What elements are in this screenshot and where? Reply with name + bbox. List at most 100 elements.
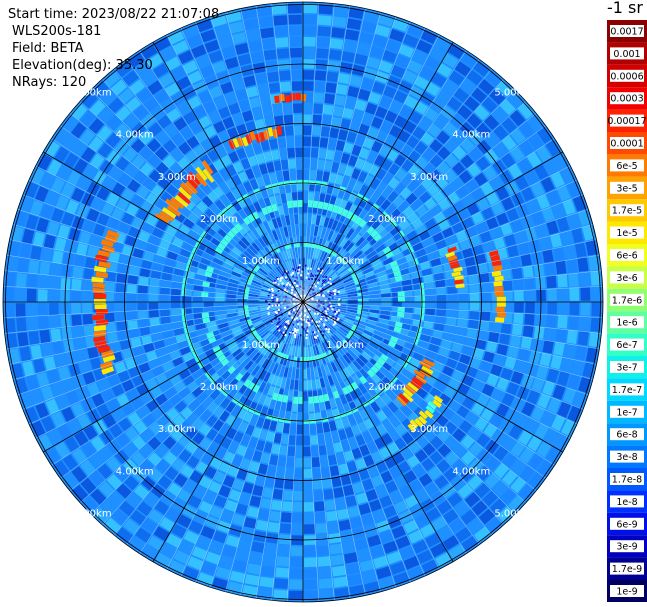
ppi-cell: [257, 270, 267, 278]
ppi-cell: [501, 135, 517, 151]
ppi-cell: [273, 433, 283, 444]
ppi-cell: [147, 80, 163, 96]
ppi-cell: [246, 506, 260, 518]
ppi-cell: [268, 172, 277, 184]
ppi-cell: [577, 331, 589, 346]
ppi-cell: [344, 165, 354, 177]
ppi-cell: [371, 81, 386, 94]
ppi-cell: [329, 543, 343, 555]
ppi-cell: [543, 158, 559, 175]
ppi-cell: [105, 132, 121, 149]
ppi-cell: [52, 127, 69, 145]
ppi-cell: [210, 262, 222, 270]
ppi-cell: [40, 172, 55, 189]
ppi-cell: [309, 180, 316, 185]
ppi-cell: [389, 100, 403, 114]
ppi-cell: [298, 336, 302, 346]
ppi-cell: [536, 365, 549, 380]
ppi-cell: [448, 544, 466, 560]
ppi-cell: [199, 65, 215, 79]
ppi-cell: [285, 333, 291, 343]
ppi-cell: [443, 205, 456, 218]
ppi-cell: [405, 342, 417, 351]
ppi-cell: [355, 434, 366, 446]
ppi-cell: [484, 473, 500, 489]
ppi-cell: [182, 111, 197, 125]
ppi-cell: [354, 538, 369, 551]
ppi-cell: [468, 442, 484, 457]
ppi-cell: [358, 123, 370, 136]
ppi-cell: [461, 450, 476, 466]
ppi-cell: [201, 291, 209, 297]
ppi-cell: [370, 294, 380, 299]
ppi-cell: [572, 195, 587, 212]
ppi-cell: [310, 310, 318, 319]
ppi-cell: [488, 331, 500, 343]
ppi-cell: [466, 265, 478, 276]
ppi-cell: [171, 524, 187, 539]
ppi-cell: [180, 406, 193, 419]
range-ring-label: 3.00km: [410, 424, 448, 435]
ppi-cell: [342, 354, 352, 364]
ppi-cell: [330, 362, 338, 372]
ppi-cell: [360, 21, 377, 34]
ppi-cell: [258, 267, 268, 276]
ppi-cell: [402, 33, 419, 48]
ppi-cell: [235, 123, 248, 136]
ppi-cell: [225, 178, 236, 190]
ppi-cell: [286, 356, 292, 367]
ppi-cell: [521, 186, 535, 202]
ppi-cell: [260, 309, 270, 314]
ppi-cell: [506, 381, 520, 396]
ppi-cell: [248, 191, 258, 203]
ppi-cell: [393, 362, 405, 373]
ppi-cell: [313, 306, 323, 312]
ppi-cell: [421, 365, 434, 375]
ppi-cell: [355, 341, 366, 351]
ppi-cell: [96, 403, 111, 418]
ppi-cell: [405, 192, 418, 205]
ppi-cell: [422, 237, 434, 247]
ppi-cell: [252, 384, 260, 393]
ppi-cell: [329, 257, 338, 267]
ppi-cell: [366, 226, 375, 235]
ppi-cell: [407, 382, 419, 392]
ppi-cell: [351, 424, 362, 436]
ppi-cell: [131, 451, 146, 466]
ppi-cell: [392, 252, 404, 261]
ppi-cell: [165, 198, 180, 211]
ppi-cell: [421, 267, 433, 276]
ppi-cell: [364, 102, 378, 115]
ppi-cell: [340, 118, 351, 130]
ppi-cell: [277, 545, 291, 556]
ppi-cell: [213, 471, 226, 484]
ppi-cell: [315, 215, 321, 226]
ppi-cell: [527, 133, 544, 150]
ppi-cell: [372, 203, 380, 210]
ppi-cell: [270, 350, 278, 361]
ppi-cell: [4, 303, 15, 318]
ppi-cell: [252, 280, 262, 286]
ppi-cell: [310, 158, 318, 169]
range-ring-label: 1.00km: [242, 340, 280, 351]
ppi-cell: [322, 478, 333, 489]
ppi-cell: [33, 358, 46, 374]
ppi-cell: [79, 360, 92, 374]
ppi-cell: [31, 420, 46, 438]
ppi-cell: [105, 322, 117, 334]
ppi-cell: [300, 247, 303, 257]
legend-label: 1.7e-6: [612, 295, 642, 306]
ppi-cell: [476, 432, 491, 448]
ppi-cell: [394, 500, 409, 514]
ppi-cell: [276, 556, 290, 567]
ppi-cell: [112, 408, 126, 423]
ppi-cell: [483, 240, 495, 253]
range-ring-label: 2.00km: [368, 382, 406, 393]
ppi-cell: [289, 334, 295, 345]
ppi-cell: [313, 192, 320, 203]
ppi-cell: [484, 70, 502, 87]
ppi-cell: [220, 397, 231, 409]
ppi-cell: [169, 375, 182, 387]
ppi-cell: [255, 440, 266, 452]
